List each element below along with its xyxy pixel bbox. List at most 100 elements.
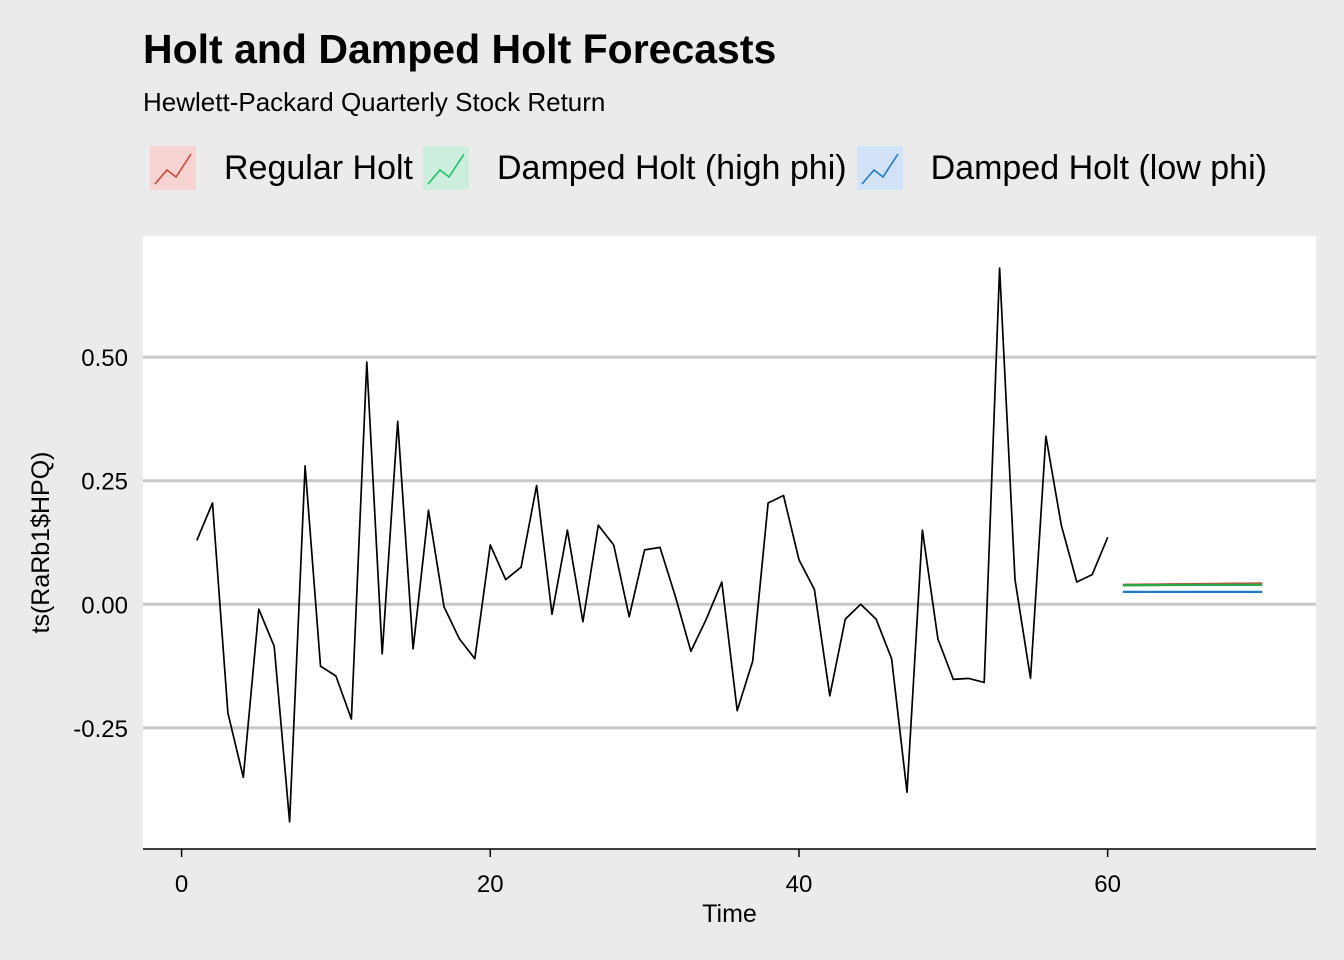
x-tick-label: 60 [1094,871,1121,898]
series-line-forecast [1123,583,1262,587]
data-point-observed [875,618,877,620]
legend-key-damped-holt-low [856,146,903,190]
data-point-observed [273,645,275,647]
y-tick-label: 0.25 [81,469,128,496]
data-point-forecast [1215,591,1217,593]
data-point-observed [690,650,692,652]
data-point-observed [319,665,322,667]
data-point-observed [952,678,954,681]
data-point-forecast [1122,584,1124,586]
data-point-forecast [1137,584,1140,586]
data-point-forecast [1137,591,1140,593]
data-point-forecast [1184,584,1186,586]
data-point-observed [597,524,599,526]
data-point-observed [998,267,1001,269]
plot-panel [143,236,1316,849]
chart-legend: Regular Holt Damped Holt (high phi) Damp… [150,144,1277,192]
data-point-observed [890,658,893,660]
legend-item-damped-holt-low: Damped Holt (low phi) [856,146,1267,190]
data-point-forecast [1168,591,1170,593]
y-axis-title: ts(RaRb1$HPQ) [27,452,55,634]
legend-label: Damped Holt (high phi) [496,148,847,187]
data-point-forecast [1168,584,1170,586]
chart-subtitle: Hewlett-Packard Quarterly Stock Return [143,87,606,117]
data-point-forecast [1245,591,1248,593]
data-point-observed [1014,578,1016,581]
data-point-observed [829,695,831,697]
legend-key-regular-holt [150,146,196,190]
data-point-observed [1045,435,1047,437]
data-point-observed [937,638,939,640]
data-point-observed [860,603,862,605]
data-point-observed [1060,524,1062,526]
data-point-forecast [1230,584,1232,586]
data-point-observed [968,677,970,680]
data-point-observed [705,618,707,620]
x-tick-label: 0 [175,871,188,898]
data-point-observed [736,709,738,712]
data-point-observed [1029,677,1032,680]
series-line-observed [196,267,1109,823]
data-point-observed [443,606,445,608]
x-axis-title: Time [702,900,757,928]
data-point-observed [196,539,198,541]
data-point-observed [782,494,785,497]
data-point-forecast [1184,591,1186,593]
y-tick-label: -0.25 [73,716,128,743]
x-tick-label: 40 [786,871,813,898]
data-point-observed [474,658,476,660]
legend-label: Damped Holt (low phi) [930,148,1267,187]
data-point-observed [628,616,630,618]
legend-swatch [856,146,903,190]
data-point-observed [674,596,677,598]
data-point-forecast [1122,591,1124,593]
data-point-observed [412,648,414,650]
data-point-observed [566,529,569,531]
y-tick-label: 0.50 [81,345,128,372]
data-point-observed [551,613,553,615]
legend-item-regular-holt: Regular Holt [150,146,413,190]
data-point-observed [535,485,538,487]
data-point-observed [427,509,430,511]
data-point-observed [350,718,352,720]
data-point-observed [906,791,908,793]
data-point-forecast [1230,591,1232,593]
data-point-observed [1107,536,1109,539]
data-point-observed [258,608,260,610]
data-point-observed [227,712,229,714]
data-point-observed [304,465,306,467]
legend-key-damped-holt-high [422,146,469,190]
legend-item-damped-holt-high: Damped Holt (high phi) [422,146,847,190]
data-point-observed [813,588,815,591]
data-point-observed [582,620,584,623]
data-point-observed [1076,581,1078,583]
y-tick-label: 0.00 [81,592,128,619]
data-point-observed [289,821,291,823]
legend-label: Regular Holt [224,148,413,187]
data-point-forecast [1261,591,1263,593]
x-tick-label: 20 [477,871,504,898]
data-point-observed [798,559,800,561]
data-point-observed [767,502,769,504]
data-point-forecast [1261,584,1263,586]
data-point-observed [921,529,924,531]
data-point-observed [520,566,522,568]
data-point-observed [458,638,461,640]
data-point-observed [397,420,399,422]
data-point-observed [659,546,661,549]
data-point-observed [644,549,646,551]
data-point-observed [505,578,507,581]
data-point-observed [366,361,368,363]
data-point-observed [489,544,491,546]
data-point-forecast [1245,584,1248,586]
data-point-observed [242,776,244,778]
data-point-observed [721,581,723,583]
data-point-observed [752,660,754,662]
data-point-forecast [1153,591,1155,593]
legend-swatch [150,146,196,190]
data-point-observed [844,618,846,620]
data-point-observed [335,675,337,677]
data-point-observed [381,653,383,655]
